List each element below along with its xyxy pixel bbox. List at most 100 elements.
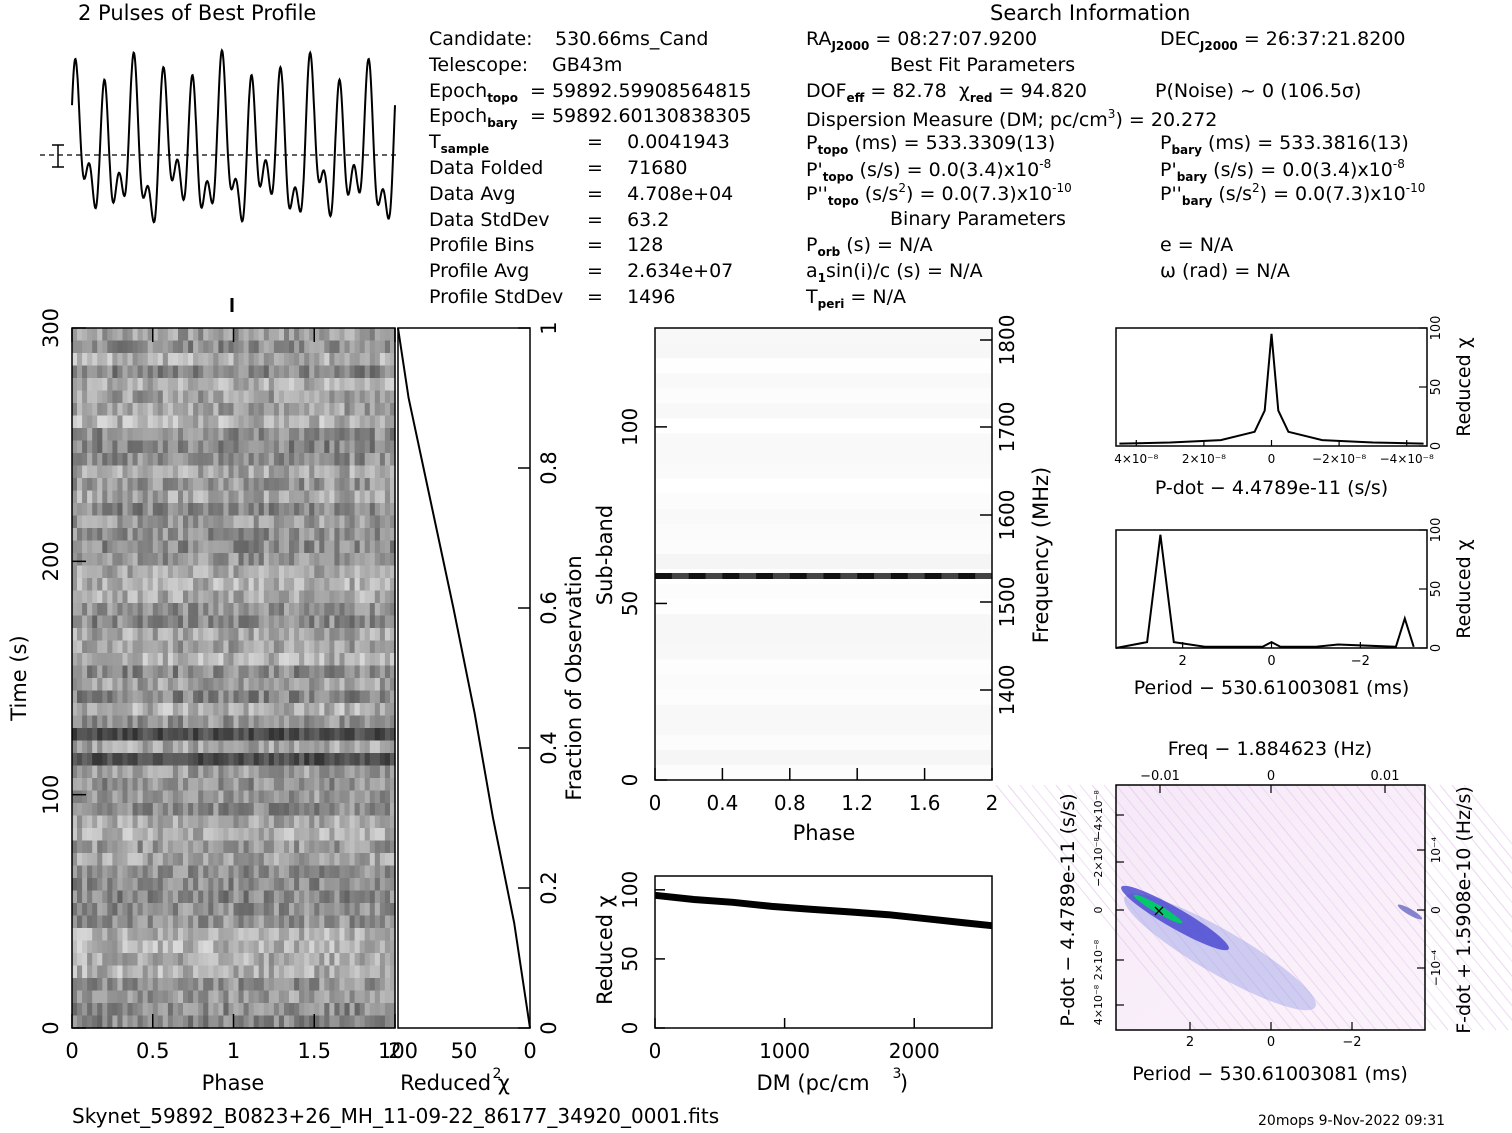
heatmap-cell xyxy=(309,415,315,429)
heatmap-cell xyxy=(284,1015,290,1029)
heatmap-cell xyxy=(390,703,396,717)
heatmap-cell xyxy=(157,865,164,879)
heatmap-cell xyxy=(359,340,366,354)
subband-row xyxy=(655,749,992,766)
heatmap-cell xyxy=(162,940,169,954)
heatmap-cell xyxy=(188,503,194,517)
heatmap-cell xyxy=(243,690,250,704)
heatmap-cell xyxy=(87,653,93,667)
heatmap-cell xyxy=(324,953,330,967)
heatmap-cell xyxy=(258,503,265,517)
heatmap-cell xyxy=(258,878,265,892)
heatmap-cell xyxy=(233,978,240,992)
ppdot-streak xyxy=(1127,784,1329,1031)
heatmap-cell xyxy=(137,740,144,754)
heatmap-cell xyxy=(97,390,103,404)
heatmap-cell xyxy=(167,690,174,704)
heatmap-cell xyxy=(289,640,295,654)
x-axis-label: Period − 530.61003081 (ms) xyxy=(1134,677,1410,699)
heatmap-cell xyxy=(364,465,371,479)
heatmap-cell xyxy=(102,403,108,417)
heatmap-cell xyxy=(243,428,250,442)
ppdot-streak xyxy=(1331,784,1512,1007)
heatmap-cell xyxy=(319,428,325,442)
heatmap-cell xyxy=(82,928,88,942)
heatmap-cell xyxy=(384,553,391,567)
heatmap-cell xyxy=(258,715,265,729)
heatmap-cell xyxy=(92,928,98,942)
heatmap-cell xyxy=(183,665,189,679)
heatmap-cell xyxy=(77,528,83,542)
heatmap-cell xyxy=(167,878,174,892)
heatmap-cell xyxy=(379,865,386,879)
heatmap-cell xyxy=(188,915,194,929)
heatmap-cell xyxy=(324,740,330,754)
heatmap-cell xyxy=(344,403,351,417)
frame xyxy=(1115,327,1428,447)
heatmap-cell xyxy=(263,353,270,367)
heatmap-cell xyxy=(112,665,118,679)
heatmap-cell xyxy=(117,940,123,954)
heatmap-cell xyxy=(112,428,118,442)
heatmap-cell xyxy=(263,490,270,504)
heatmap-cell xyxy=(299,428,305,442)
heatmap-cell xyxy=(349,790,356,804)
heatmap-cell xyxy=(218,853,224,867)
heatmap-cell xyxy=(152,840,159,854)
y-tick-right-label: 0 xyxy=(1429,906,1443,914)
heatmap-cell xyxy=(248,665,255,679)
heatmap-cell xyxy=(284,940,290,954)
heatmap-cell xyxy=(208,790,214,804)
heatmap-cell xyxy=(253,940,260,954)
heatmap-cell xyxy=(319,915,325,929)
x-tick-label: 2 xyxy=(986,791,999,815)
heatmap-cell xyxy=(258,790,265,804)
heatmap-cell xyxy=(132,340,139,354)
heatmap-cell xyxy=(167,678,174,692)
heatmap-cell xyxy=(263,965,270,979)
heatmap-cell xyxy=(152,378,159,392)
heatmap-cell xyxy=(273,440,280,454)
heatmap-cell xyxy=(223,528,229,542)
heatmap-cell xyxy=(273,653,280,667)
heatmap-cell xyxy=(334,578,340,592)
heatmap-cell xyxy=(122,653,129,667)
heatmap-cell xyxy=(329,365,335,379)
heatmap-cell xyxy=(147,840,154,854)
heatmap-cell xyxy=(294,615,300,629)
heatmap-cell xyxy=(289,928,295,942)
heatmap-cell xyxy=(132,378,139,392)
heatmap-cell xyxy=(198,365,204,379)
heatmap-cell xyxy=(384,503,391,517)
heatmap-cell xyxy=(243,953,250,967)
heatmap-cell xyxy=(364,890,371,904)
heatmap-cell xyxy=(92,940,98,954)
heatmap-cell xyxy=(379,790,386,804)
ppdot-streak xyxy=(1031,784,1233,1031)
heatmap-cell xyxy=(268,915,275,929)
heatmap-cell xyxy=(203,478,209,492)
heatmap-cell xyxy=(278,740,285,754)
heatmap-cell xyxy=(268,965,275,979)
heatmap-cell xyxy=(319,603,325,617)
heatmap-cell xyxy=(379,653,386,667)
heatmap-cell xyxy=(107,553,113,567)
heatmap-cell xyxy=(339,928,346,942)
heatmap-cell xyxy=(329,415,335,429)
heatmap-cell xyxy=(172,790,179,804)
heatmap-cell xyxy=(137,478,144,492)
heatmap-cell xyxy=(354,765,361,779)
heatmap-cell xyxy=(253,615,260,629)
heatmap-cell xyxy=(117,353,123,367)
heatmap-cell xyxy=(374,640,381,654)
heatmap-cell xyxy=(107,940,113,954)
heatmap-cell xyxy=(344,878,351,892)
heatmap-cell xyxy=(390,578,396,592)
heatmap-cell xyxy=(142,790,149,804)
heatmap-cell xyxy=(289,715,295,729)
heatmap-cell xyxy=(369,678,376,692)
heatmap-cell xyxy=(107,603,113,617)
heatmap-cell xyxy=(349,578,356,592)
heatmap-cell xyxy=(97,590,103,604)
heatmap-cell xyxy=(102,840,108,854)
